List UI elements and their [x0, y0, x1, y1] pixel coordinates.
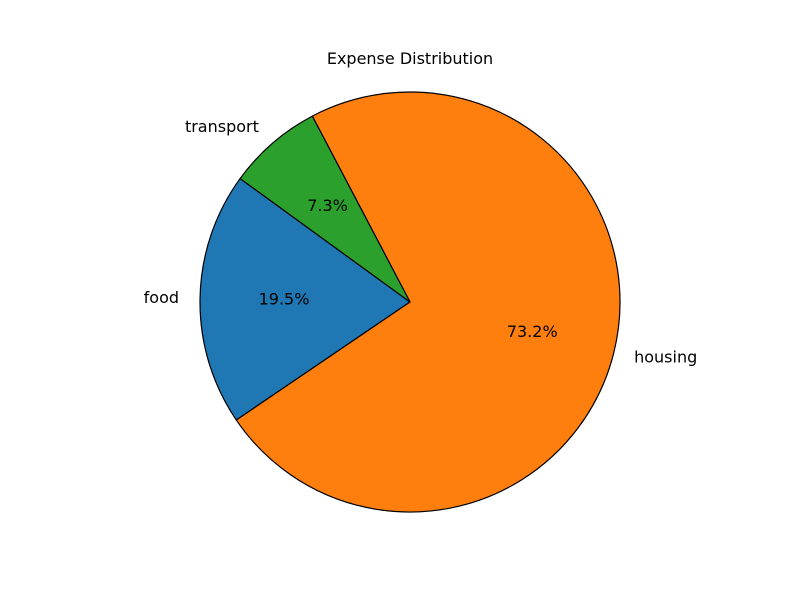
pie-labels: food 19.5% housing 73.2% transport 7.3% — [144, 117, 698, 367]
slice-label-transport: transport — [185, 117, 259, 136]
percent-label-housing: 73.2% — [507, 322, 558, 341]
percent-label-food: 19.5% — [259, 290, 310, 309]
pie-slice-housing — [235, 91, 621, 513]
slice-label-housing: housing — [634, 348, 697, 367]
chart-title: Expense Distribution — [327, 49, 493, 68]
pie-slice-transport — [239, 115, 411, 303]
pie-slice-food — [199, 177, 411, 421]
pie-slices — [199, 91, 621, 513]
percent-label-transport: 7.3% — [307, 196, 348, 215]
slice-label-food: food — [144, 288, 179, 307]
